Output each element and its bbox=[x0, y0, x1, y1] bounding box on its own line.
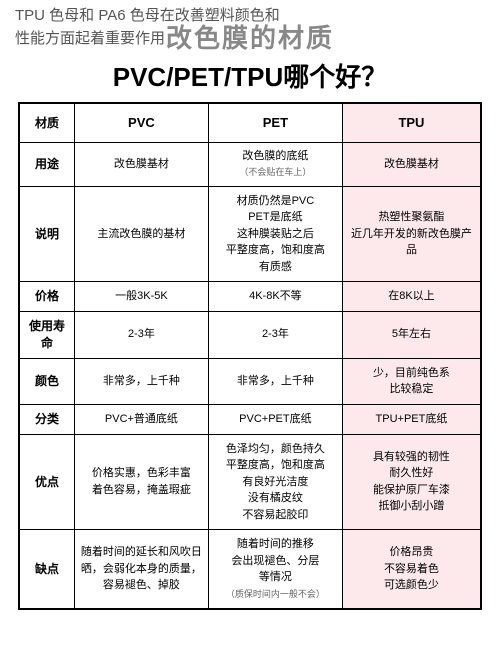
header-pet: PET bbox=[208, 103, 342, 143]
cell-pet: 改色膜的底纸 （不会贴在车上） bbox=[208, 143, 342, 187]
header-material: 材质 bbox=[19, 103, 74, 143]
cell-tpu: 5年左右 bbox=[342, 312, 481, 359]
cell-tpu: TPU+PET底纸 bbox=[342, 404, 481, 434]
table-row: 价格 一般3K-5K 4K-8K不等 在8K以上 bbox=[19, 282, 481, 312]
table-header-row: 材质 PVC PET TPU bbox=[19, 103, 481, 143]
cell-pet: 材质仍然是PVCPET是底纸这种膜装贴之后平整度高，饱和度高有质感 bbox=[208, 186, 342, 282]
comparison-table: 材质 PVC PET TPU 用途 改色膜基材 改色膜的底纸 （不会贴在车上） … bbox=[18, 102, 482, 610]
table-row: 分类 PVC+普通底纸 PVC+PET底纸 TPU+PET底纸 bbox=[19, 404, 481, 434]
table-container: 材质 PVC PET TPU 用途 改色膜基材 改色膜的底纸 （不会贴在车上） … bbox=[0, 102, 500, 610]
cell-pvc: 一般3K-5K bbox=[74, 282, 208, 312]
table-row: 缺点 随着时间的延长和风吹日晒，会弱化本身的质量，容易褪色、掉胶 随着时间的推移… bbox=[19, 530, 481, 610]
table-row: 颜色 非常多，上千种 非常多，上千种 少，目前纯色系比较稳定 bbox=[19, 358, 481, 404]
table-row: 优点 价格实惠，色彩丰富着色容易，掩盖瑕疵 色泽均匀，颜色持久平整度高，饱和度高… bbox=[19, 434, 481, 530]
cell-pet: 非常多，上千种 bbox=[208, 358, 342, 404]
cell-tpu: 改色膜基材 bbox=[342, 143, 481, 187]
cell-tpu: 热塑性聚氨酯近几年开发的新改色膜产品 bbox=[342, 186, 481, 282]
table-row: 说明 主流改色膜的基材 材质仍然是PVCPET是底纸这种膜装贴之后平整度高，饱和… bbox=[19, 186, 481, 282]
cell-pet: PVC+PET底纸 bbox=[208, 404, 342, 434]
cell-pet: 色泽均匀，颜色持久平整度高，饱和度高有良好光洁度没有橘皮纹不容易起胶印 bbox=[208, 434, 342, 530]
table-row: 使用寿命 2-3年 2-3年 5年左右 bbox=[19, 312, 481, 359]
header-pvc: PVC bbox=[74, 103, 208, 143]
cell-pet: 4K-8K不等 bbox=[208, 282, 342, 312]
cell-tpu: 在8K以上 bbox=[342, 282, 481, 312]
cell-tpu: 具有较强的韧性耐久性好能保护原厂车漆抵御小刮小蹭 bbox=[342, 434, 481, 530]
cell-tpu: 价格昂贵不容易着色可选颜色少 bbox=[342, 530, 481, 610]
title-line2: PVC/PET/TPU哪个好？ bbox=[0, 57, 500, 94]
cell-pvc: 非常多，上千种 bbox=[74, 358, 208, 404]
row-label: 用途 bbox=[19, 143, 74, 187]
row-label: 颜色 bbox=[19, 358, 74, 404]
cell-pvc: 价格实惠，色彩丰富着色容易，掩盖瑕疵 bbox=[74, 434, 208, 530]
cell-tpu: 少，目前纯色系比较稳定 bbox=[342, 358, 481, 404]
cell-pvc: 随着时间的延长和风吹日晒，会弱化本身的质量，容易褪色、掉胶 bbox=[74, 530, 208, 610]
row-label: 优点 bbox=[19, 434, 74, 530]
cell-pet: 随着时间的推移会出现褪色、分层等情况 （质保时间内一般不会） bbox=[208, 530, 342, 610]
table-row: 用途 改色膜基材 改色膜的底纸 （不会贴在车上） 改色膜基材 bbox=[19, 143, 481, 187]
cell-pvc: 改色膜基材 bbox=[74, 143, 208, 187]
overlay-text: TPU 色母和 PA6 色母在改善塑料颜色和 性能方面起着重要作用 bbox=[15, 5, 280, 50]
cell-pet: 2-3年 bbox=[208, 312, 342, 359]
header-tpu: TPU bbox=[342, 103, 481, 143]
row-label: 分类 bbox=[19, 404, 74, 434]
row-label: 使用寿命 bbox=[19, 312, 74, 359]
row-label: 缺点 bbox=[19, 530, 74, 610]
cell-pvc: 2-3年 bbox=[74, 312, 208, 359]
row-label: 价格 bbox=[19, 282, 74, 312]
cell-pvc: PVC+普通底纸 bbox=[74, 404, 208, 434]
cell-pvc: 主流改色膜的基材 bbox=[74, 186, 208, 282]
row-label: 说明 bbox=[19, 186, 74, 282]
